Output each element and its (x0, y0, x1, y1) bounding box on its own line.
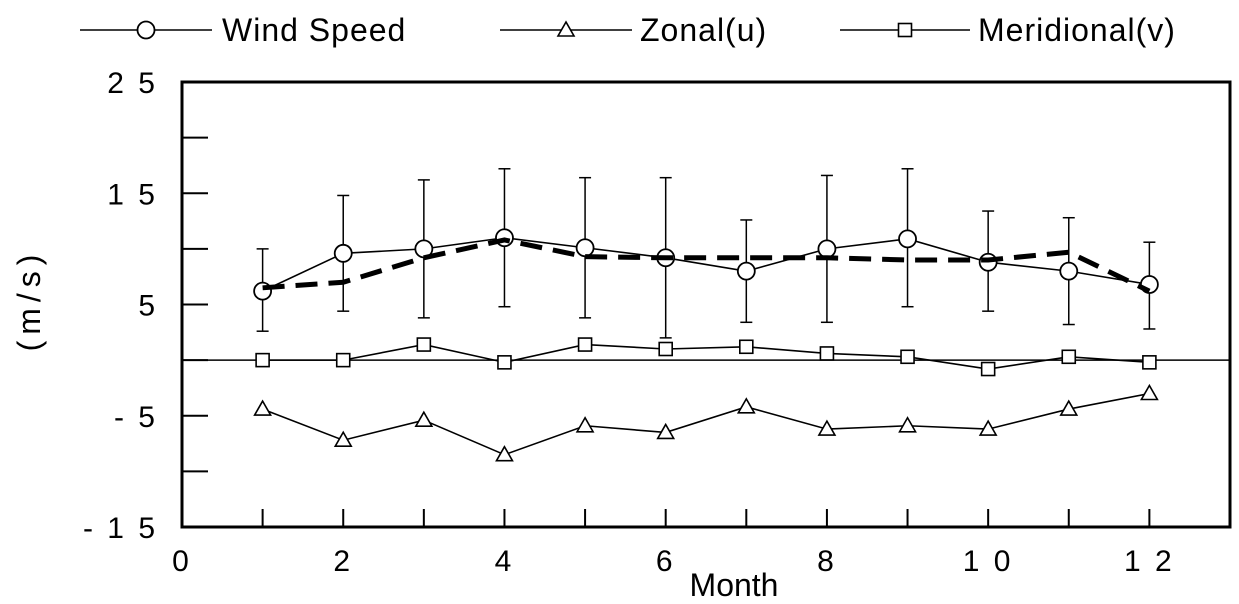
legend-label: Zonal(u) (640, 12, 767, 48)
series-zonal-u (253, 383, 1159, 462)
data-point-circle (736, 261, 756, 281)
x-tick-label: 1 2 (1124, 545, 1175, 578)
data-point-triangle (1140, 383, 1159, 401)
data-point-circle (898, 229, 917, 249)
data-point-triangle (898, 416, 917, 433)
x-tick-label: 0 (172, 545, 192, 578)
plot-frame (180, 80, 1232, 529)
data-point-circle (575, 238, 595, 258)
data-point-square (1142, 355, 1157, 370)
x-tick-label: 8 (817, 545, 837, 578)
data-point-square (980, 361, 996, 377)
data-point-circle (817, 239, 837, 259)
data-point-triangle (978, 419, 998, 436)
data-point-circle (1059, 261, 1079, 281)
data-point-triangle (575, 416, 595, 433)
data-point-square (819, 346, 835, 361)
data-point-square (416, 337, 432, 352)
x-axis: 0 2 4 6 8 1 0 1 2 (172, 509, 1231, 578)
x-tick-label: 2 (333, 545, 353, 578)
legend-marker-square (897, 22, 913, 38)
data-point-square (739, 339, 754, 355)
data-point-square (497, 355, 512, 370)
legend-item: Meridional(v) (840, 12, 1176, 48)
x-tick-label: 4 (495, 545, 515, 578)
data-point-square (255, 352, 270, 368)
series-line (262, 236, 1150, 292)
data-point-square (900, 349, 915, 365)
data-point-square (1061, 349, 1077, 365)
data-point-triangle (736, 397, 756, 414)
data-point-triangle (817, 419, 837, 436)
legend: Wind Speed Zonal(u) Meridional(v) (80, 12, 1176, 48)
data-point-square (577, 337, 593, 352)
x-tick-label: 6 (656, 545, 676, 578)
series-layer (253, 168, 1159, 462)
legend-label: Meridional(v) (978, 12, 1176, 48)
series-meridional-v (255, 337, 1157, 377)
series-line-dashed (262, 237, 1151, 294)
series-wind-speed (253, 168, 1159, 339)
data-point-triangle (1059, 399, 1079, 416)
series-line (262, 392, 1150, 456)
data-point-square (658, 341, 673, 357)
series-dashed-trend (262, 237, 1151, 294)
series-line (262, 343, 1150, 370)
legend-marker-triangle (556, 20, 576, 37)
legend-marker-circle (136, 20, 156, 40)
legend-item: Wind Speed (80, 12, 406, 48)
data-point-circle (333, 243, 353, 263)
legend-item: Zonal(u) (500, 12, 767, 48)
y-tick-label: - 5 (114, 401, 158, 434)
data-point-triangle (656, 422, 676, 440)
y-tick-label: - 1 5 (83, 512, 158, 545)
x-axis-title: Month (690, 567, 779, 603)
y-axis-title: (m/s) (11, 249, 47, 352)
data-point-triangle (414, 410, 434, 428)
data-point-triangle (495, 445, 514, 462)
y-tick-label: 5 (138, 290, 158, 323)
y-tick-label: 2 5 (107, 67, 158, 100)
plot-border (180, 80, 1232, 529)
legend-label: Wind Speed (222, 12, 406, 48)
data-point-triangle (253, 399, 272, 416)
data-point-square (335, 352, 351, 368)
x-tick-label: 1 0 (963, 545, 1014, 578)
data-point-triangle (333, 430, 353, 448)
y-axis: 2 5 1 5 5 - 5 - 1 5 (83, 67, 208, 545)
y-tick-label: 1 5 (107, 178, 158, 211)
